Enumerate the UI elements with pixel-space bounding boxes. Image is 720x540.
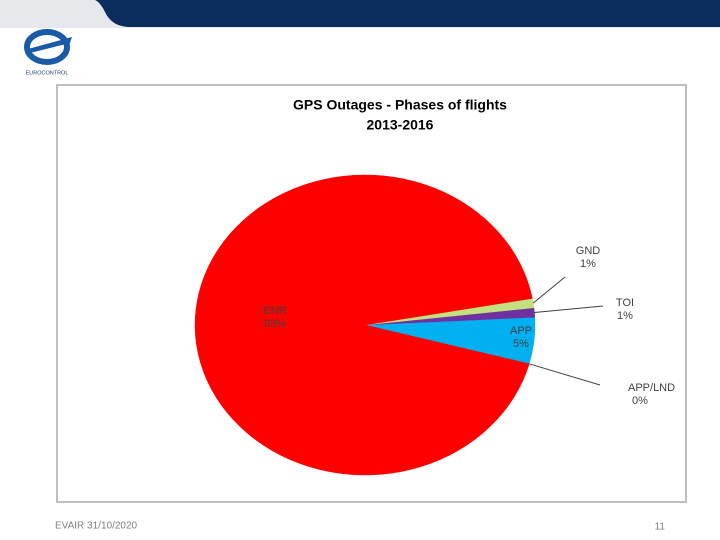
logo-mark [24,29,70,65]
leader-line [529,363,601,386]
header-band [95,0,720,27]
page-number: 11 [655,522,666,533]
slice-label: APP [510,325,532,337]
slice-value-label: 93% [264,318,286,330]
leader-line [532,276,566,304]
logo-text: EUROCONTROL [26,70,69,76]
slice-label: GND [576,245,601,257]
logo: EUROCONTROL [24,29,72,76]
slice-value-label: 1% [617,310,633,322]
pie-slice [194,174,533,476]
slice-value-label: 0% [632,395,648,407]
slice-value-label: 5% [513,338,529,350]
slice-label: ENR [263,305,286,317]
slice-label: APP/LND [628,382,675,394]
logo-swoosh [28,37,72,53]
chart-title: GPS Outages - Phases of flights [293,97,507,113]
chart-subtitle: 2013-2016 [367,117,434,133]
slice-value-label: 1% [580,258,596,270]
slice-label: TOI [616,297,634,309]
leader-line [534,305,604,313]
footer-text: EVAIR 31/10/2020 [55,521,138,532]
